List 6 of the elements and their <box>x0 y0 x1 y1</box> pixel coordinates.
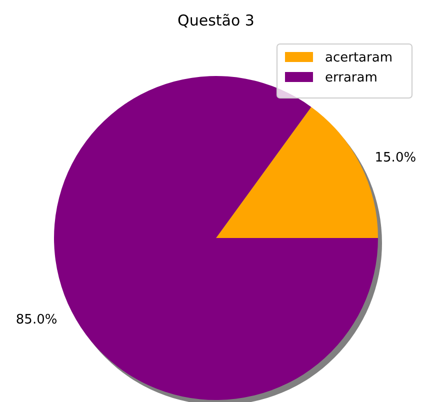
chart-title: Questão 3 <box>178 11 254 30</box>
data-label: 85.0% <box>16 312 58 328</box>
legend-label: acertaram <box>325 50 392 66</box>
legend-label: erraram <box>325 70 378 86</box>
data-label: 15.0% <box>374 150 416 166</box>
pie-slice <box>216 106 378 238</box>
